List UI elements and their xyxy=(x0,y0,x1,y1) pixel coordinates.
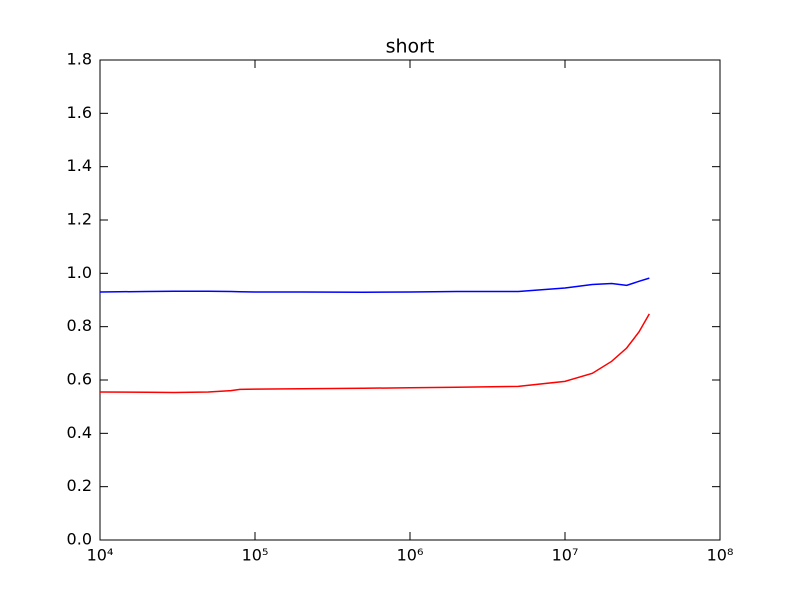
y-tick-label: 1.4 xyxy=(67,156,92,175)
y-tick-label: 0.0 xyxy=(67,530,92,549)
y-tick-label: 1.6 xyxy=(67,103,92,122)
x-tick-label: 10⁸ xyxy=(707,546,734,565)
y-tick-label: 1.8 xyxy=(67,50,92,69)
x-tick-label: 10⁷ xyxy=(552,546,579,565)
x-tick-label: 10⁵ xyxy=(242,546,269,565)
y-tick-label: 1.2 xyxy=(67,210,92,229)
y-tick-label: 0.4 xyxy=(67,423,92,442)
y-tick-label: 0.2 xyxy=(67,476,92,495)
x-tick-label: 10⁶ xyxy=(397,546,424,565)
series-line xyxy=(99,313,650,394)
y-tick-label: 1.0 xyxy=(67,263,92,282)
y-tick-label: 0.8 xyxy=(67,316,92,335)
chart-title: short xyxy=(386,36,435,58)
series-line xyxy=(99,277,650,294)
y-tick-label: 0.6 xyxy=(67,370,92,389)
x-tick-label: 10⁴ xyxy=(87,546,114,565)
